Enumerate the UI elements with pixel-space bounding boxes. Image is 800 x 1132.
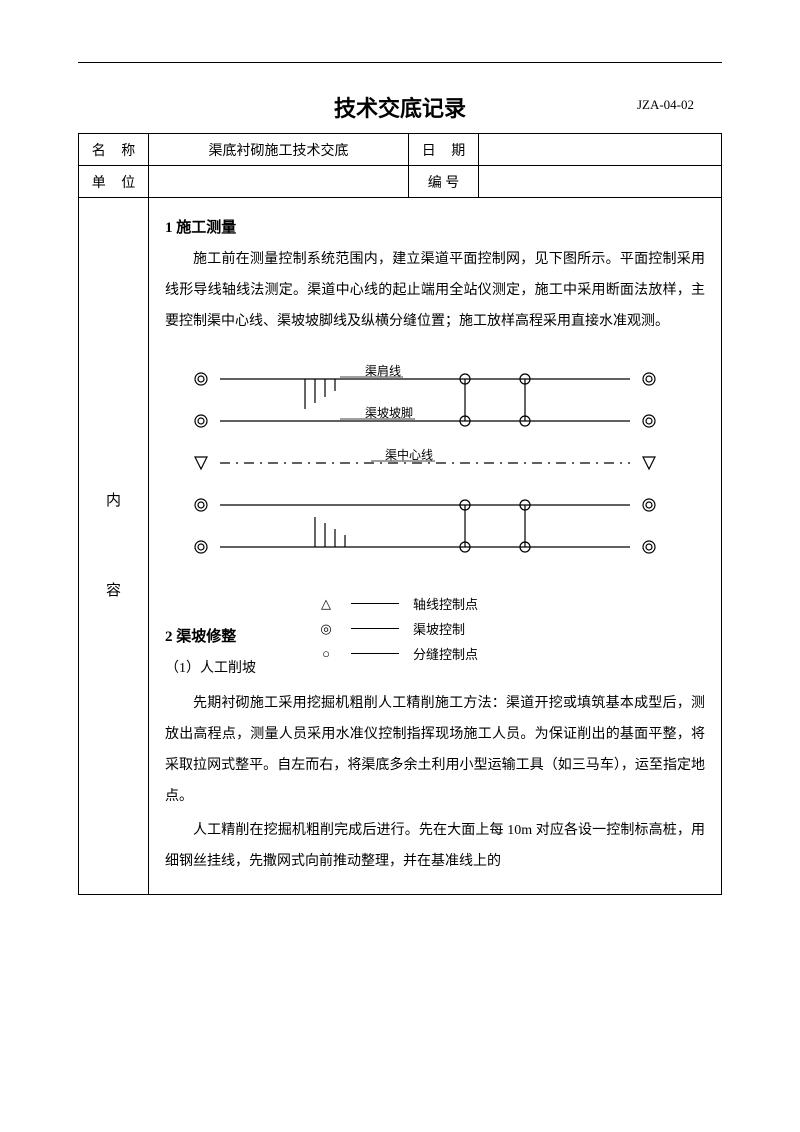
content-cell: 1 施工测量 施工前在测量控制系统范围内，建立渠道平面控制网，见下图所示。平面控… [149,198,722,894]
legend-line [351,603,399,604]
side-char-2: 容 [79,546,148,636]
body-table: 内 容 1 施工测量 施工前在测量控制系统范围内，建立渠道平面控制网，见下图所示… [78,198,722,895]
name-value: 渠底衬砌施工技术交底 [149,134,409,166]
page-title: 技术交底记录 [334,91,466,123]
legend-label-a: 轴线控制点 [413,594,478,613]
section2-para2: 人工精削在挖掘机粗削完成后进行。先在大面上每 10m 对应各设一控制标高桩，用细… [165,816,705,878]
name-label: 名 称 [79,134,149,166]
section2-para1: 先期衬砌施工采用挖掘机粗削人工精削施工方法：渠道开挖或填筑基本成型后，测放出高程… [165,689,705,812]
date-label: 日 期 [409,134,479,166]
legend-line [351,628,399,629]
unit-value [149,166,409,198]
triangle-icon: △ [315,596,337,612]
top-rule [78,62,722,63]
number-label: 编 号 [409,166,479,198]
side-label: 内 容 [79,198,149,894]
title-row: 技术交底记录 JZA-04-02 [78,91,722,123]
legend-line [351,653,399,654]
header-table: 名 称 渠底衬砌施工技术交底 日 期 单 位 编 号 [78,133,722,198]
circle-icon: ○ [315,646,337,662]
side-char-1: 内 [79,456,148,546]
double-circle-icon: ◎ [315,621,337,637]
diagram-label-3: 渠中心线 [385,447,433,462]
diagram-label-2: 渠坡坡脚 [365,405,413,420]
legend-label-c: 分缝控制点 [413,644,478,663]
doc-code: JZA-04-02 [637,97,694,113]
section1-heading: 1 施工测量 [165,216,705,237]
date-value [479,134,722,166]
unit-label: 单 位 [79,166,149,198]
section1-para: 施工前在测量控制系统范围内，建立渠道平面控制网，见下图所示。平面控制采用线形导线… [165,245,705,337]
number-value [479,166,722,198]
legend-row: △ 轴线控制点 [315,594,705,613]
diagram-label-1: 渠肩线 [365,363,401,378]
diagram: 渠肩线 渠坡坡脚 渠中心线 [165,351,705,586]
legend-label-b: 渠坡控制 [413,619,465,638]
